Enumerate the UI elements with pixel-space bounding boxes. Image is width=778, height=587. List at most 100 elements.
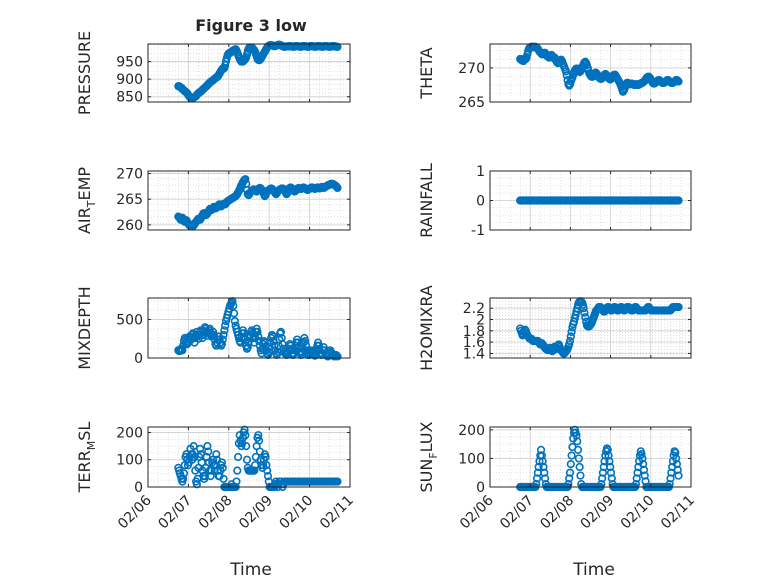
x-tick-label: 02/10 [277, 493, 317, 533]
x-tick-label: 02/09 [578, 493, 618, 533]
y-tick-label: 200 [116, 425, 143, 441]
data-point [673, 465, 682, 474]
y-axis-label: MIXDEPTH [75, 286, 94, 369]
data-point [203, 441, 212, 451]
subplot-h2omixra: 1.41.61.822.2 H2OMIXRA [417, 285, 692, 371]
data-point [580, 308, 589, 317]
y-tick-label: 270 [116, 167, 143, 183]
data-point [536, 445, 546, 454]
data-point [573, 445, 583, 454]
y-tick-label: 1.8 [463, 324, 485, 340]
y-tick-label: 500 [116, 313, 143, 329]
x-tick-label: 02/11 [317, 493, 357, 533]
data-point [212, 450, 221, 459]
y-axis-label: PRESSURE [75, 31, 94, 115]
data-point [189, 441, 198, 451]
data-point [674, 77, 683, 86]
y-tick-label: 100 [116, 453, 143, 469]
data-point [209, 330, 218, 340]
subplot-rainfall: -1 0 1 RAINFALL [417, 163, 692, 239]
data-point [244, 338, 253, 347]
axes-frame [147, 170, 351, 231]
y-tick-label: 850 [116, 90, 143, 106]
y-tick-label: 950 [116, 55, 143, 71]
data-point [261, 452, 270, 462]
data-point [220, 326, 229, 335]
subplot-mixdepth: 0 500 MIXDEPTH [75, 286, 351, 370]
data-point [333, 477, 342, 486]
data-point [572, 431, 581, 440]
subplot-terr-msl: 02/06 02/07 02/08 02/09 02/10 02/11 0 100 200 TER… [75, 422, 357, 533]
subplot-theta: 265 270 THETA [417, 42, 692, 111]
data-point [671, 448, 680, 457]
data-point [206, 471, 215, 481]
data-point [604, 451, 613, 460]
data-point [674, 196, 683, 205]
x-tick-label: 02/11 [658, 493, 698, 533]
data-point [254, 431, 263, 440]
data-point [233, 452, 243, 462]
data-point [250, 466, 259, 475]
data-point [598, 474, 607, 483]
y-tick-label: -1 [471, 223, 485, 239]
axes-frame [147, 43, 351, 103]
y-tick-label: 200 [458, 423, 485, 439]
data-point [565, 468, 575, 477]
data-point [565, 340, 574, 349]
data-point [268, 332, 277, 341]
data-point [672, 460, 682, 469]
y-tick-label: 2.2 [463, 301, 485, 317]
data-point [606, 462, 615, 472]
data-point [537, 451, 546, 460]
data-point [637, 450, 646, 459]
data-point [260, 338, 269, 347]
data-point [229, 301, 238, 310]
x-axis-label-left: Time [229, 560, 272, 580]
data-point [600, 457, 609, 466]
data-point [581, 313, 590, 322]
data-point [574, 454, 583, 463]
data-point [263, 466, 272, 475]
data-point [293, 338, 302, 347]
data-point [333, 183, 342, 193]
data-point [270, 341, 279, 350]
data-point [579, 304, 588, 313]
data-point [262, 461, 271, 470]
data-point [221, 321, 230, 330]
data-point [218, 463, 227, 473]
y-axis-label: H2OMIXRA [417, 285, 436, 371]
y-axis-label: TERRMSL [75, 422, 98, 494]
y-axis-label: RAINFALL [417, 163, 436, 238]
axes-frame [147, 426, 351, 488]
data-point [301, 336, 310, 346]
data-point [253, 327, 262, 336]
data-point [534, 462, 543, 472]
data-point [532, 474, 542, 483]
axes-frame [489, 297, 692, 359]
y-tick-label: 0 [476, 194, 485, 210]
data-point [259, 461, 268, 470]
data-point [204, 447, 213, 456]
data-point [573, 437, 582, 446]
data-point [230, 316, 239, 326]
data-point [217, 340, 227, 349]
data-point [638, 454, 647, 463]
data-point [632, 474, 641, 483]
data-point [566, 460, 575, 469]
data-point [674, 471, 683, 480]
y-tick-label: 2 [476, 313, 485, 329]
y-axis-label: THETA [417, 47, 436, 99]
y-tick-label: 260 [116, 218, 143, 234]
y-tick-label: 1.6 [463, 335, 485, 351]
data-point [219, 474, 228, 483]
data-point [301, 341, 311, 350]
data-point [233, 466, 242, 475]
y-axis-label: SUNFLUX [417, 421, 440, 492]
data-point [540, 468, 549, 477]
data-point [598, 468, 608, 477]
data-point [672, 454, 681, 463]
data-point [229, 309, 239, 318]
data-point [640, 471, 649, 480]
